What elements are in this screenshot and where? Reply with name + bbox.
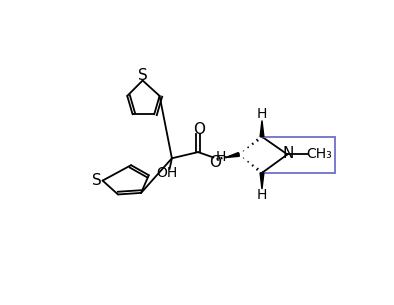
Polygon shape	[260, 120, 264, 137]
Text: S: S	[91, 173, 101, 188]
Text: O: O	[209, 155, 221, 170]
Text: H: H	[257, 107, 267, 121]
Polygon shape	[260, 173, 264, 189]
Text: H: H	[215, 150, 226, 164]
Text: CH₃: CH₃	[306, 147, 332, 161]
Text: S: S	[138, 68, 147, 83]
Text: N: N	[282, 146, 294, 161]
Text: OH: OH	[157, 166, 178, 180]
Text: O: O	[193, 121, 205, 137]
Text: H: H	[257, 188, 267, 202]
Polygon shape	[226, 152, 239, 157]
